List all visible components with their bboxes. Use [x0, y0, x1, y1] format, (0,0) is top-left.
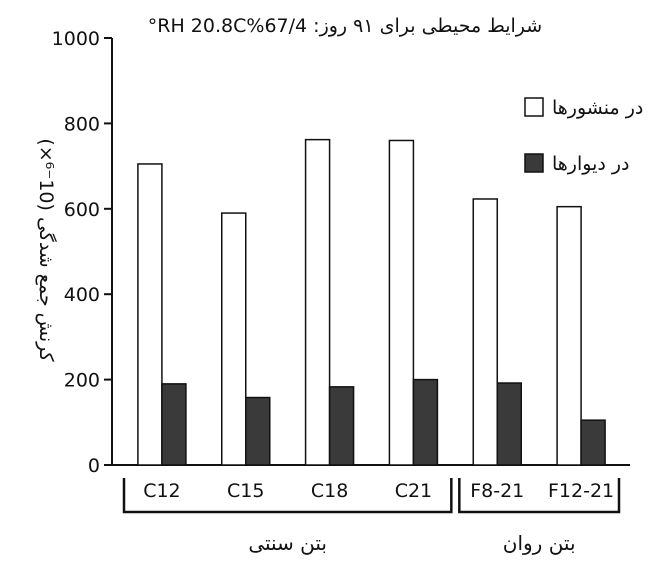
bar-C15-series-0 — [221, 212, 247, 466]
bar-C18-series-0 — [304, 138, 331, 466]
group-bracket-0 — [122, 478, 453, 514]
bar-C18-series-1 — [328, 386, 355, 466]
x-tick-label: F12-21 — [548, 480, 614, 502]
bar-C12-series-0 — [137, 163, 163, 466]
x-tick-label: F8-21 — [470, 480, 524, 502]
bar-C21-series-1 — [412, 378, 439, 466]
x-tick-label: C12 — [143, 480, 180, 502]
bar-C21-series-0 — [388, 139, 415, 466]
legend: در منشورها در دیوارها — [524, 97, 643, 175]
x-tick-label: C15 — [227, 480, 264, 502]
x-tick-label: C21 — [395, 480, 432, 502]
y-tick-label: 800 — [64, 113, 100, 135]
legend-swatch-1 — [524, 153, 544, 173]
bar-C15-series-1 — [245, 396, 271, 466]
y-axis: 0 200 400 600 800 1000 — [52, 28, 113, 477]
bar-F8-21-series-0 — [472, 198, 498, 466]
x-tick-label: C18 — [311, 480, 348, 502]
y-tick-label: 0 — [88, 455, 100, 477]
x-axis: C12 C15 C18 C21 F8-21 F12-21 — [112, 464, 630, 502]
group-label: بتن روان — [503, 531, 576, 555]
category-groups: بتن سنتی بتن روان — [122, 478, 621, 555]
y-tick-label: 200 — [64, 370, 100, 392]
y-tick-label: 400 — [64, 284, 100, 306]
y-tick-label: 1000 — [52, 28, 100, 50]
group-label: بتن سنتی — [248, 531, 327, 555]
bar-F12-21-series-1 — [580, 419, 606, 466]
bar-F12-21-series-0 — [556, 205, 582, 466]
y-axis-label: کرنش جمع شدگی (10⁻⁶×) — [35, 138, 58, 362]
group-bracket-1 — [458, 478, 621, 514]
legend-swatch-0 — [524, 97, 544, 117]
bar-F8-21-series-1 — [496, 382, 522, 466]
legend-label: در دیوارها — [552, 153, 630, 175]
y-tick-label: 600 — [64, 199, 100, 221]
bars — [137, 138, 606, 466]
legend-label: در منشورها — [552, 97, 643, 119]
bar-C12-series-1 — [161, 383, 187, 466]
chart-title: شرایط محیطی برای ۹۱ روز: 67/4%RH 20.8C° — [148, 15, 542, 37]
